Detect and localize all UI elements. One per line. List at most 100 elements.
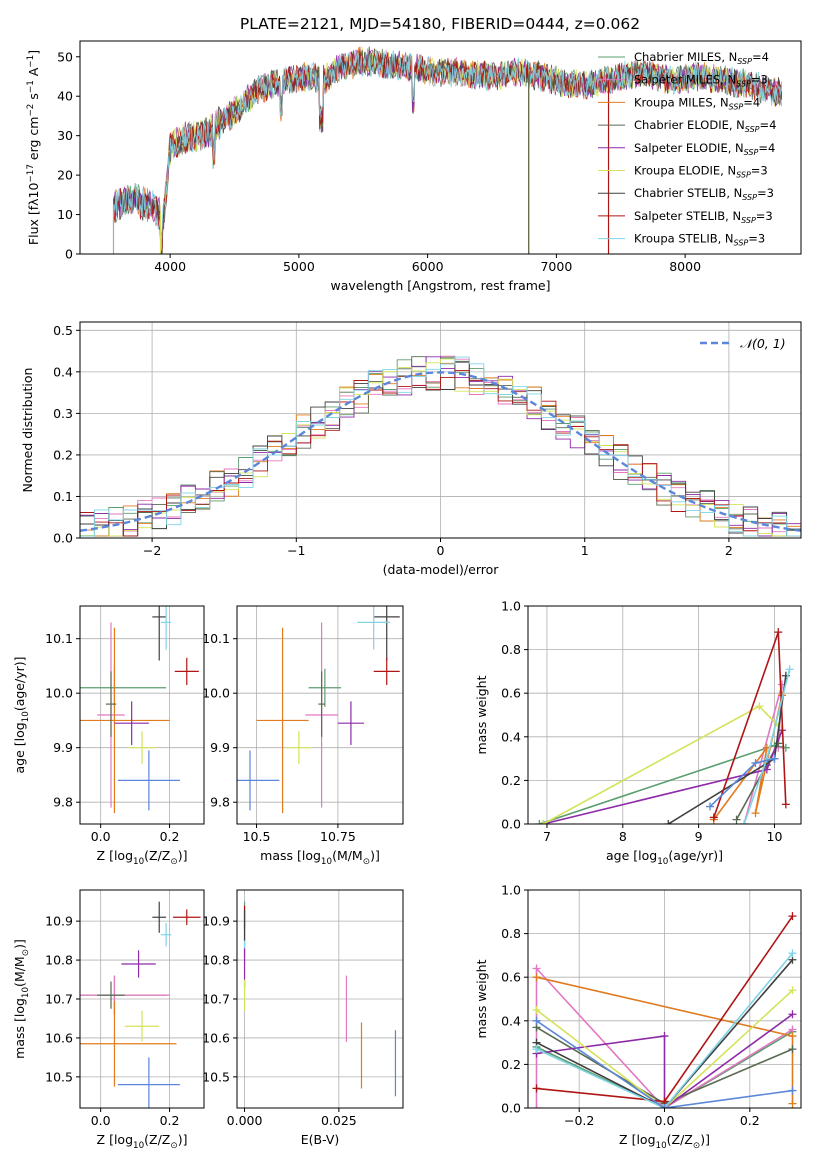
- x-axis-label: wavelength [Angstrom, rest frame]: [330, 278, 550, 293]
- spectrum-line: [113, 49, 783, 251]
- weight-marker: [788, 1010, 797, 1019]
- weight-marker: [709, 813, 718, 822]
- x-tick-label: −2: [143, 543, 161, 558]
- y-tick-label: 0.4: [501, 729, 521, 744]
- x-tick-label: 0.0: [655, 1113, 675, 1128]
- y-tick-label: 50: [57, 49, 73, 64]
- weight-line: [536, 1020, 793, 1108]
- x-axis-label: mass [log10​(M/M⊙​)]: [260, 848, 380, 867]
- panel-weight-vs-Z: −0.2 0.0 0.2 0.0 0.2 0.4 0.6 0.8 1.0 Z [log10​(Z/…: [474, 883, 802, 1151]
- weight-marker: [660, 1032, 669, 1041]
- x-tick-label: 5000: [283, 259, 315, 274]
- legend-label: Kroupa ELODIE, NSSP=3: [634, 164, 768, 180]
- y-tick-label: 0.0: [53, 531, 73, 546]
- y-tick-label: 1.0: [501, 599, 521, 614]
- weight-marker: [532, 1084, 541, 1093]
- weight-marker: [532, 1045, 541, 1054]
- y-tick-label: 0.3: [53, 406, 73, 421]
- x-axis-label: Z [log10​(Z/Z⊙​)]: [97, 848, 188, 867]
- x-tick-label: 6000: [412, 259, 444, 274]
- weight-marker: [751, 809, 760, 818]
- weight-marker: [532, 964, 541, 973]
- weight-marker: [706, 802, 714, 811]
- x-tick-label: −1: [287, 543, 305, 558]
- x-tick-label: 0.2: [160, 1113, 180, 1128]
- y-axis-label: mass weight: [474, 675, 489, 754]
- legend-label: Kroupa MILES, NSSP=4: [634, 95, 760, 111]
- y-tick-label: 10.6: [45, 1030, 73, 1045]
- x-axis-label: (data-model)/error: [383, 562, 500, 577]
- legend: 𝒩(0, 1): [700, 336, 786, 351]
- y-tick-label: 10: [57, 207, 73, 222]
- y-tick-label: 10.7: [202, 992, 230, 1007]
- x-tick-label: 8: [619, 829, 627, 844]
- weight-marker: [751, 758, 760, 767]
- axes-frame: [79, 605, 205, 825]
- y-tick-label: 0.1: [53, 489, 73, 504]
- weight-marker: [774, 628, 783, 637]
- y-tick-label: 0.8: [501, 926, 521, 941]
- x-tick-label: 7: [543, 829, 551, 844]
- weight-line: [536, 952, 794, 1108]
- y-tick-label: 10.0: [45, 686, 73, 701]
- y-tick-label: 0.2: [501, 773, 521, 788]
- y-axis-label: age [log10​(age/yr)]: [12, 656, 31, 773]
- weight-marker: [532, 973, 541, 982]
- axes-frame: [527, 605, 802, 825]
- y-tick-label: 10.1: [202, 631, 230, 646]
- x-axis-label: age [log10​(age/yr)]: [606, 848, 723, 867]
- y-tick-label: 0.0: [501, 817, 521, 832]
- weight-marker: [532, 1016, 541, 1025]
- panel-mass-vs-ebv: 0.000 0.025 10.5 10.6 10.7 10.8 10.9 E(B-V): [202, 889, 404, 1147]
- x-axis-label: Z [log10​(Z/Z⊙​)]: [619, 1132, 710, 1151]
- y-tick-label: 40: [57, 89, 73, 104]
- y-tick-label: 10.0: [202, 686, 230, 701]
- y-tick-label: 10.9: [202, 914, 230, 929]
- x-tick-label: 10.5: [243, 829, 271, 844]
- weight-marker: [788, 1099, 797, 1108]
- gaussian-reference-curve: [80, 371, 801, 532]
- panel-age-vs-Z: 0.0 0.2 9.8 9.9 10.0 10.1 Z [log10​(Z/Z⊙​)] age…: [12, 605, 205, 867]
- plot-area: [535, 628, 794, 824]
- y-tick-label: 0.4: [53, 364, 73, 379]
- plot-area: [80, 901, 201, 1108]
- weight-marker: [535, 820, 544, 824]
- y-tick-label: 10.7: [45, 992, 73, 1007]
- x-tick-label: 4000: [154, 259, 186, 274]
- legend-label: Kroupa STELIB, NSSP=3: [634, 232, 765, 248]
- weight-line: [536, 1031, 793, 1108]
- panel-residuals: −2 −1 0 1 2 0.0 0.1 0.2 0.3 0.4 0.5 (data-model)/er…: [20, 321, 802, 577]
- x-tick-label: 10: [767, 829, 783, 844]
- y-tick-label: 10.5: [45, 1069, 73, 1084]
- weight-marker: [788, 1045, 797, 1054]
- x-tick-label: 10.75: [320, 829, 356, 844]
- weight-line: [536, 989, 794, 1108]
- y-tick-label: 20: [57, 168, 73, 183]
- plot-area: [237, 606, 400, 814]
- panel-weight-vs-age: 7 8 9 10 0.0 0.2 0.4 0.6 0.8 1.0 age [log10​(age/y…: [474, 599, 802, 867]
- y-tick-label: 0.6: [501, 970, 521, 985]
- y-tick-label: 0.8: [501, 642, 521, 657]
- axes-frame: [236, 605, 404, 825]
- plot-area: [532, 912, 797, 1108]
- legend-label: Chabrier MILES, NSSP=4: [634, 50, 769, 66]
- x-tick-label: 0: [437, 543, 445, 558]
- weight-marker: [788, 1032, 797, 1041]
- y-tick-label: 9.8: [210, 795, 230, 810]
- y-tick-label: 0.2: [501, 1057, 521, 1072]
- weight-marker: [740, 820, 749, 824]
- legend-label: Salpeter ELODIE, NSSP=4: [634, 141, 775, 157]
- x-tick-label: 0.025: [321, 1113, 357, 1128]
- spectrum-line: [113, 46, 782, 254]
- weight-marker: [762, 765, 771, 774]
- weight-line: [536, 959, 794, 1108]
- y-tick-label: 10.8: [202, 953, 230, 968]
- y-axis-label: Flux [fλ10−17​ erg cm−2​ s−1​ A−1​]: [26, 50, 41, 245]
- x-tick-label: −0.2: [564, 1113, 594, 1128]
- legend-label: Chabrier ELODIE, NSSP=4: [634, 118, 776, 134]
- x-tick-label: 2: [725, 543, 733, 558]
- x-tick-label: 0.000: [227, 1113, 263, 1128]
- weight-marker: [660, 1104, 669, 1108]
- y-tick-label: 10.6: [202, 1030, 230, 1045]
